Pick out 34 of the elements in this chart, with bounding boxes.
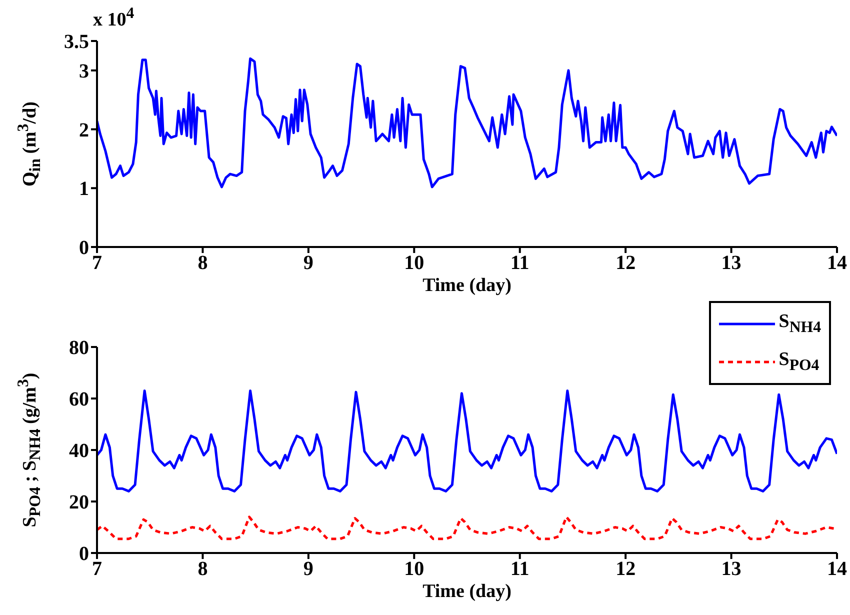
x-tick-label: 13 xyxy=(721,558,742,580)
y-tick-label: 3 xyxy=(79,60,89,83)
y-tick-label: 60 xyxy=(69,388,89,411)
y-tick-label: 0 xyxy=(79,237,89,260)
y-tick-label: 3.5 xyxy=(64,31,89,54)
x-axis-title: Time (day) xyxy=(422,275,512,297)
y-tick-label: 20 xyxy=(69,492,89,514)
line-series xyxy=(97,516,837,540)
y-tick-label: 1 xyxy=(79,178,89,200)
x-tick-label: 9 xyxy=(303,558,314,580)
x-tick-label: 7 xyxy=(92,558,102,580)
x-tick-label: 7 xyxy=(92,252,102,274)
x-tick-label: 10 xyxy=(404,558,424,580)
y-tick-label: 40 xyxy=(69,440,89,462)
y-tick-label: 2 xyxy=(79,119,89,142)
x-tick-label: 9 xyxy=(303,252,314,274)
x-tick-label: 10 xyxy=(404,252,424,274)
text: x 10$^{4}$ xyxy=(93,5,134,32)
x-tick-label: 12 xyxy=(616,558,636,580)
legend-label: S$_{PO4}$ xyxy=(778,349,820,375)
x-tick-label: 11 xyxy=(510,558,530,580)
x-tick-label: 11 xyxy=(510,252,530,274)
y-tick-label: 80 xyxy=(69,337,89,360)
x-axis-title: Time (day) xyxy=(422,581,512,603)
line-series xyxy=(97,390,837,492)
x-tick-label: 13 xyxy=(721,252,742,274)
x-tick-label: 14 xyxy=(827,558,847,580)
line-series xyxy=(97,57,837,188)
legend-label: S$_{NH4}$ xyxy=(778,311,821,337)
y-tick-label: 0 xyxy=(79,543,89,566)
x-tick-label: 12 xyxy=(616,252,636,274)
x-tick-label: 8 xyxy=(198,558,208,580)
x-tick-label: 8 xyxy=(198,252,208,274)
x-tick-label: 14 xyxy=(827,252,847,274)
